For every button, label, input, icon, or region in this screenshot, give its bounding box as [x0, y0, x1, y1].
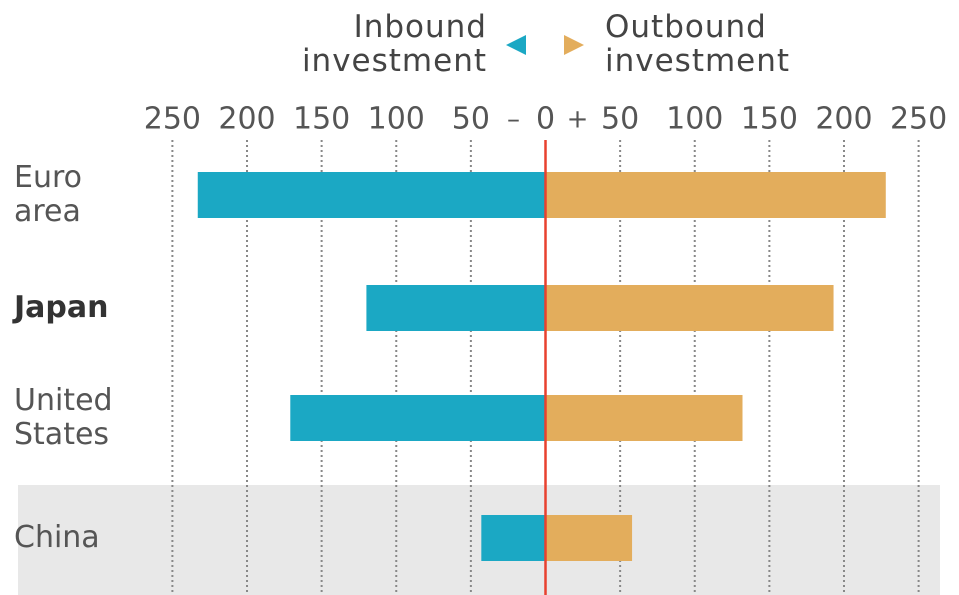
highlight-band [18, 485, 940, 595]
x-tick-label: 100 [368, 102, 425, 137]
bar [545, 395, 743, 441]
legend-arrow-right [564, 35, 584, 55]
bar [290, 395, 546, 441]
bar [545, 172, 886, 218]
legend-arrow-left [506, 35, 526, 55]
legend-label: Outbound investment [605, 9, 791, 79]
bar [545, 285, 834, 331]
x-tick-label: 50 [452, 102, 490, 137]
x-tick-label: 200 [815, 102, 872, 137]
x-tick-label: 0 [536, 102, 555, 137]
bar [197, 172, 546, 218]
category-label: China [14, 520, 100, 555]
x-tick-label: 250 [144, 102, 201, 137]
legend-label: Inbound investment [301, 9, 487, 79]
x-tick-label: 50 [601, 102, 639, 137]
x-tick-label: 150 [741, 102, 798, 137]
x-tick-label: 100 [666, 102, 723, 137]
sign-label: + [567, 105, 589, 135]
sign-label: – [507, 105, 520, 135]
x-tick-label: 150 [293, 102, 350, 137]
x-tick-label: 200 [218, 102, 275, 137]
bar [481, 515, 546, 561]
bar [366, 285, 546, 331]
category-label: United States [14, 383, 113, 452]
bar [545, 515, 633, 561]
x-tick-label: 250 [890, 102, 947, 137]
category-label: Japan [14, 290, 109, 325]
category-label: Euro area [14, 160, 82, 229]
